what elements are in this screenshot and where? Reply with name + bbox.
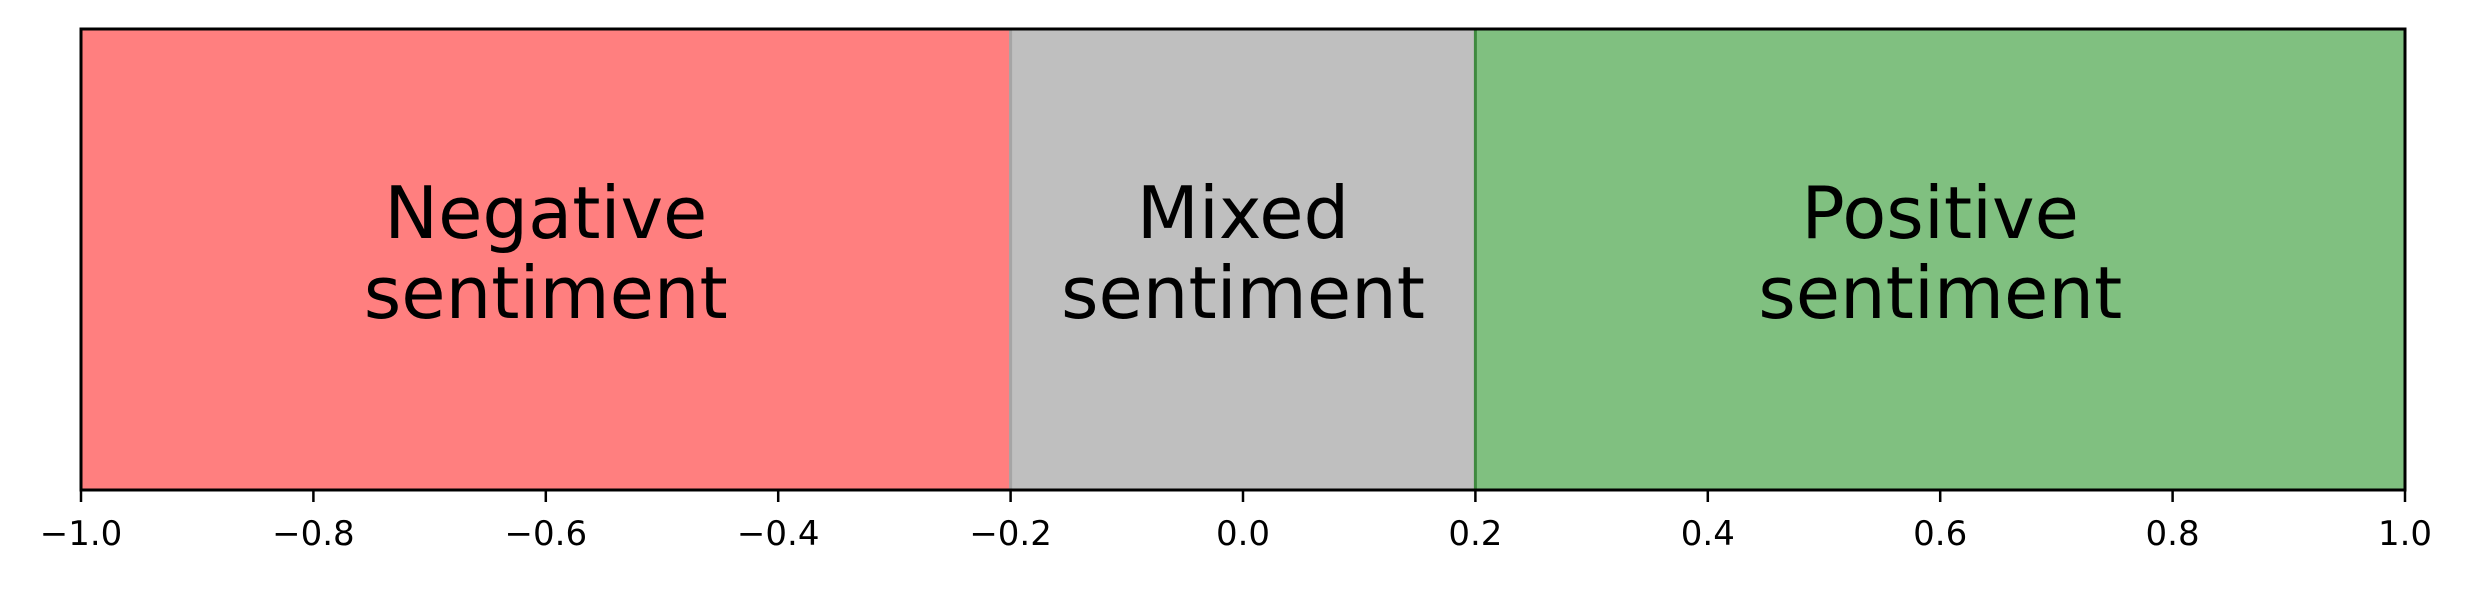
x-tick-label: 0.4 (1681, 514, 1735, 554)
x-tick-label: 0.6 (1913, 514, 1967, 554)
negative-sentiment-region (81, 29, 1011, 490)
negative-region-label-line2: sentiment (364, 251, 728, 335)
x-tick-label: −1.0 (40, 514, 123, 554)
x-tick-label: −0.8 (272, 514, 355, 554)
mixed-sentiment-region (1010, 29, 1476, 490)
mixed-region-label-line1: Mixed (1137, 171, 1350, 255)
x-tick-label: −0.6 (505, 514, 588, 554)
positive-region-label-line2: sentiment (1758, 251, 2122, 335)
sentiment-regions: NegativesentimentMixedsentimentPositives… (81, 29, 2405, 490)
x-tick-label: 0.2 (1448, 514, 1502, 554)
mixed-region-label-line2: sentiment (1061, 251, 1425, 335)
positive-sentiment-region (1475, 29, 2405, 490)
x-tick-label: −0.4 (737, 514, 820, 554)
x-tick-label: −0.2 (969, 514, 1052, 554)
negative-region-label-line1: Negative (384, 171, 707, 255)
x-tick-label: 1.0 (2378, 514, 2432, 554)
x-tick-label: 0.0 (1216, 514, 1270, 554)
positive-region-label-line1: Positive (1801, 171, 2079, 255)
chart-axes: −1.0 −0.8 −0.6 −0.4 −0.2 0.0 0.2 0.4 0.6 0.8 1.0 (40, 27, 2432, 554)
x-tick-label: 0.8 (2146, 514, 2200, 554)
